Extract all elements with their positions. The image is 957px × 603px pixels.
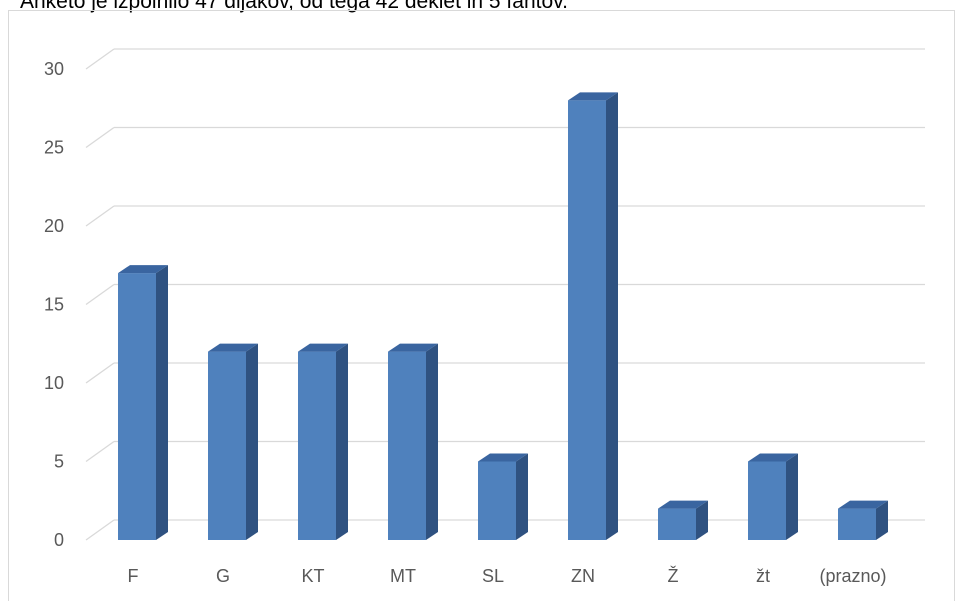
- bar-side: [246, 343, 258, 540]
- bar-side: [426, 343, 438, 540]
- bar-side: [336, 343, 348, 540]
- bar: [388, 351, 426, 540]
- bar: [748, 461, 786, 540]
- bar-top: [118, 265, 168, 274]
- bar-top: [478, 453, 528, 462]
- chart-frame: [8, 10, 955, 601]
- bar: [208, 351, 246, 540]
- bar: [118, 273, 156, 540]
- bar: [478, 461, 516, 540]
- gridline-depth: [85, 362, 115, 384]
- bar-side: [696, 500, 708, 540]
- y-tick-label: 25: [44, 138, 64, 158]
- bar-side: [516, 453, 528, 540]
- gridline-depth: [85, 48, 115, 70]
- bar-side: [606, 92, 618, 541]
- bar: [568, 100, 606, 541]
- bar-top: [208, 343, 258, 352]
- bar-top: [838, 500, 888, 509]
- x-tick-label: (prazno): [819, 566, 886, 586]
- bar: [298, 351, 336, 540]
- gridline-depth: [85, 519, 115, 541]
- y-tick-label: 0: [54, 530, 64, 550]
- chart-caption: Anketo je izpolnilo 47 dijakov, od tega …: [20, 0, 568, 13]
- bar-top: [658, 500, 708, 509]
- x-tick-label: KT: [301, 566, 324, 586]
- x-tick-label: žt: [756, 566, 770, 586]
- x-tick-label: ZN: [571, 566, 595, 586]
- x-tick-label: SL: [482, 566, 504, 586]
- bar: [658, 508, 696, 540]
- gridline-depth: [85, 205, 115, 227]
- gridline-depth: [85, 283, 115, 306]
- bar-top: [748, 453, 798, 462]
- bar-top: [568, 92, 618, 101]
- bar-top: [298, 343, 348, 352]
- bar: [838, 508, 876, 540]
- y-tick-label: 30: [44, 59, 64, 79]
- bar-side: [876, 500, 888, 540]
- gridline-depth: [85, 440, 115, 463]
- x-tick-label: F: [128, 566, 139, 586]
- bar-top: [388, 343, 438, 352]
- gridline-depth: [85, 126, 115, 149]
- y-tick-label: 20: [44, 216, 64, 236]
- x-tick-label: Ž: [668, 566, 679, 586]
- y-tick-label: 10: [44, 373, 64, 393]
- x-tick-label: G: [216, 566, 230, 586]
- x-tick-label: MT: [390, 566, 416, 586]
- bar-side: [156, 265, 168, 540]
- y-tick-label: 5: [54, 452, 64, 472]
- bar-side: [786, 453, 798, 540]
- y-tick-label: 15: [44, 295, 64, 315]
